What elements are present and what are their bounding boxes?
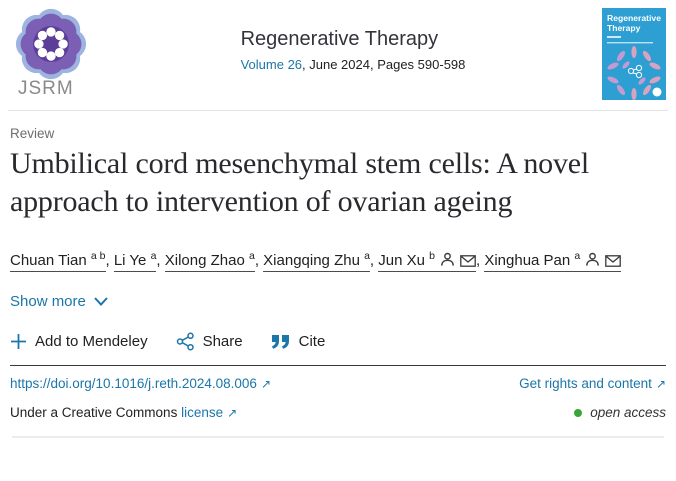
person-icon: [586, 252, 600, 266]
journal-issue-line: Volume 26, June 2024, Pages 590-598: [241, 57, 466, 72]
open-access-badge: open access: [574, 405, 666, 420]
rights-link[interactable]: Get rights and content: [519, 376, 652, 392]
author-name: Li Ye: [113, 251, 151, 269]
meta-divider: [10, 365, 666, 367]
author-affiliation-sup: a: [150, 249, 157, 262]
external-link-icon: ↗: [655, 377, 666, 392]
author-link[interactable]: Xinghua Pan a: [484, 249, 622, 272]
author-link[interactable]: Xilong Zhao a: [164, 249, 255, 272]
cover-cell-ring: [607, 46, 661, 100]
author-separator: ,: [254, 251, 264, 269]
volume-link[interactable]: Volume 26: [240, 57, 303, 72]
show-more-button[interactable]: Show more: [10, 293, 108, 310]
share-nodes-icon: [176, 332, 194, 351]
open-access-dot-icon: [574, 408, 583, 417]
quote-icon: [271, 334, 289, 349]
external-link-icon: ↗: [227, 406, 238, 421]
author-link[interactable]: Chuan Tian a b: [10, 249, 106, 272]
cover-title-line1: Regenerative: [607, 13, 661, 23]
article-title: Umbilical cord mesenchymal stem cells: A…: [10, 147, 589, 218]
bottom-divider: [12, 436, 664, 439]
header-divider: [8, 110, 668, 111]
add-to-mendeley-label: Add to Mendeley: [35, 333, 148, 351]
license-link[interactable]: license: [181, 405, 224, 421]
external-link-icon: ↗: [260, 377, 271, 392]
journal-title-link[interactable]: Regenerative Therapy: [240, 28, 439, 50]
author-list: Chuan Tian a b, Li Ye a, Xilong Zhao a, …: [10, 249, 666, 273]
action-bar: Add to Mendeley Share Cite: [10, 332, 666, 351]
license-prefix: Under a Creative Commons: [10, 405, 178, 421]
author-name: Xinghua Pan: [484, 251, 575, 269]
author-link[interactable]: Jun Xu b: [378, 249, 476, 272]
author-affiliation-sup: b: [429, 249, 435, 262]
author-name: Jun Xu: [378, 251, 430, 269]
person-icon: [441, 252, 454, 266]
envelope-icon: [460, 254, 476, 267]
chevron-down-icon: [94, 297, 108, 307]
author-separator: ,: [156, 251, 165, 269]
doi-row: https://doi.org/10.1016/j.reth.2024.08.0…: [10, 366, 666, 393]
society-logo[interactable]: JSRM: [12, 8, 104, 100]
open-access-label: open access: [590, 405, 666, 421]
author-name: Chuan Tian: [10, 251, 91, 269]
doi-link[interactable]: https://doi.org/10.1016/j.reth.2024.08.0…: [10, 376, 257, 392]
cover-title-line2: Therapy: [607, 23, 641, 33]
license-row: Under a Creative Commons license ↗ open a…: [10, 393, 666, 422]
author-separator: ,: [369, 251, 379, 269]
plus-icon: [11, 334, 26, 350]
envelope-icon: [605, 254, 622, 267]
journal-header: JSRM Regenerative Therapy Volume 26, Jun…: [0, 0, 676, 102]
author-affiliation-sup: a: [364, 249, 370, 262]
jsrm-flower-icon: [15, 8, 87, 80]
author-affiliation-sup: a b: [90, 249, 106, 262]
article-type-label: Review: [10, 126, 55, 141]
author-name: Xilong Zhao: [164, 251, 249, 269]
license-text: Under a Creative Commons license ↗: [10, 405, 237, 420]
cite-button[interactable]: Cite: [271, 333, 326, 351]
show-more-label: Show more: [10, 293, 86, 311]
author-separator: ,: [105, 251, 114, 269]
author-affiliation-sup: a: [574, 249, 581, 262]
author-affiliation-sup: a: [248, 249, 255, 262]
journal-info: Regenerative Therapy Volume 26, June 202…: [104, 28, 602, 72]
author-separator: ,: [475, 251, 485, 269]
issue-suffix: , June 2024, Pages 590-598: [302, 57, 466, 72]
author-link[interactable]: Xiangqing Zhu a: [263, 249, 370, 272]
share-button[interactable]: Share: [176, 332, 243, 351]
jsrm-logo-text: JSRM: [18, 78, 74, 99]
share-label: Share: [202, 333, 243, 351]
author-link[interactable]: Li Ye a: [113, 249, 157, 272]
add-to-mendeley-button[interactable]: Add to Mendeley: [10, 333, 148, 350]
cite-label: Cite: [298, 333, 326, 351]
author-name: Xiangqing Zhu: [263, 251, 365, 269]
journal-cover-thumbnail[interactable]: Regenerative Therapy: [602, 8, 666, 100]
